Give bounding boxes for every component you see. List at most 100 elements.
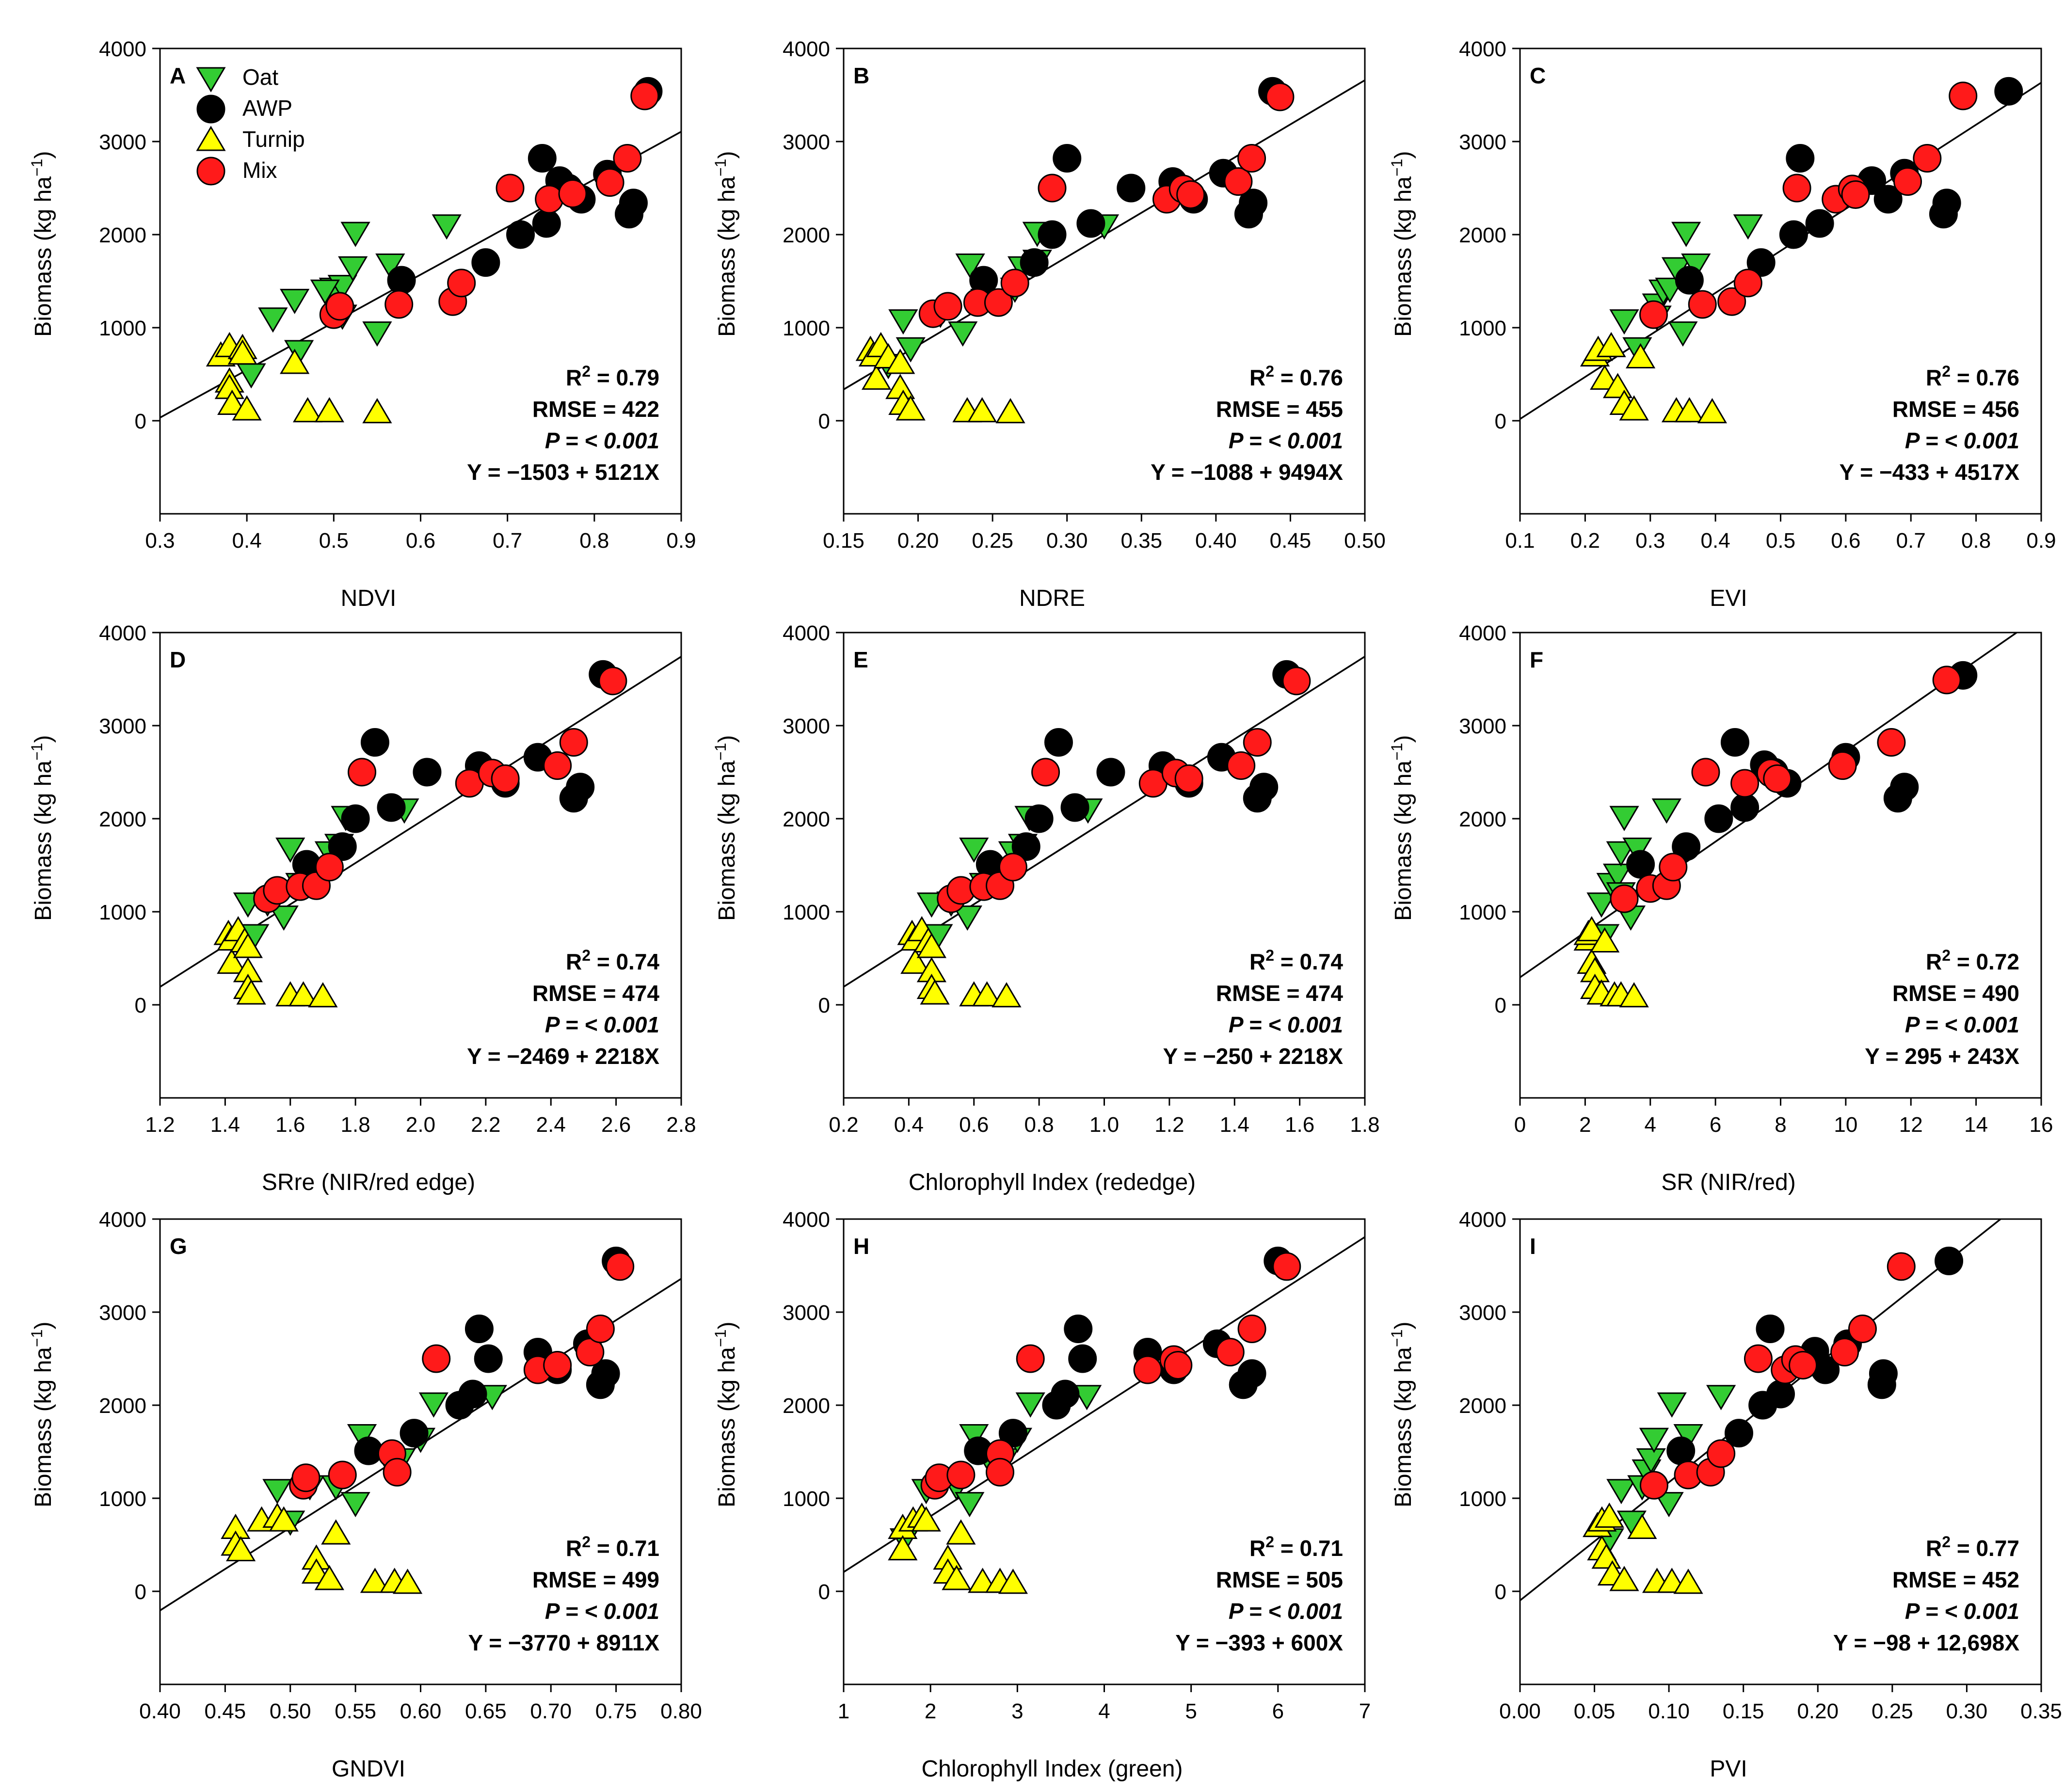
data-point-awp (1666, 1436, 1696, 1465)
data-point-mix (543, 751, 572, 780)
data-point-turnip (1697, 398, 1728, 424)
x-tick-label: 1.2 (145, 1113, 175, 1137)
data-point-oat (275, 837, 305, 863)
data-point-mix (1224, 167, 1253, 196)
x-tick-label: 0.9 (666, 529, 696, 553)
data-point-awp (1068, 1344, 1097, 1373)
data-point-oat (1673, 1424, 1703, 1449)
data-point-mix (984, 288, 1013, 317)
stat-p-value: P = < 0.001 (1229, 428, 1343, 453)
x-tick-label: 14 (1964, 1113, 1988, 1137)
data-point-mix (1733, 269, 1762, 298)
y-axis-label-close: ) (1391, 735, 1416, 743)
data-point-mix (1717, 287, 1746, 316)
y-tick-label: 4000 (99, 37, 146, 61)
stat-rmse: RMSE = 456 (1892, 396, 2019, 422)
x-tick-label: 4 (1645, 1113, 1656, 1137)
data-point-mix (1707, 1439, 1736, 1468)
x-tick-label: 0.5 (319, 529, 349, 553)
data-point-oat (955, 253, 985, 279)
data-point-awp (377, 793, 406, 822)
y-tick-label: 0 (1495, 994, 1506, 1017)
data-point-turnip (314, 397, 344, 423)
x-tick-label: 10 (1834, 1113, 1857, 1137)
x-tick-label: 0.65 (465, 1699, 507, 1723)
data-point-awp (1096, 758, 1125, 787)
stat-r2-sup: 2 (1942, 947, 1951, 964)
data-point-oat (1706, 1385, 1736, 1411)
data-point-awp (1935, 1246, 1964, 1275)
data-point-turnip (972, 981, 1002, 1007)
data-point-turnip (217, 389, 247, 415)
data-point-turnip (1609, 1566, 1639, 1591)
data-point-oat (959, 837, 989, 863)
data-point-turnip (232, 395, 262, 421)
x-tick-label: 0.8 (1024, 1113, 1054, 1137)
data-point-oat (362, 321, 392, 347)
x-axis-label: EVI (1710, 586, 1747, 611)
data-point-turnip (896, 395, 926, 421)
data-point-awp (591, 1359, 620, 1388)
data-point-oat (1015, 1392, 1045, 1418)
data-point-turnip (1619, 395, 1649, 421)
data-point-turnip (885, 349, 915, 374)
stat-rmse: RMSE = 505 (1216, 1567, 1343, 1592)
y-tick-label: 2000 (99, 808, 146, 831)
data-point-oat (1606, 1479, 1636, 1505)
data-point-awp (328, 832, 357, 861)
legend: Oat AWP Turnip Mix (196, 64, 305, 186)
data-point-awp (1053, 144, 1082, 173)
y-axis-label-sup: −1 (1388, 1330, 1406, 1347)
y-tick-label: 1000 (783, 901, 830, 924)
data-point-awp (1725, 1419, 1753, 1448)
data-point-mix (558, 179, 587, 208)
stat-r2: R2 = 0.79 (566, 363, 659, 390)
data-point-oat (959, 1424, 989, 1449)
data-point-awp (1249, 773, 1279, 802)
y-tick-label: 4000 (99, 1208, 146, 1232)
y-tick-label: 3000 (99, 714, 146, 738)
stat-r2: R2 = 0.71 (1249, 1533, 1343, 1561)
data-point-awp (1076, 209, 1105, 238)
data-point-mix (315, 853, 344, 882)
data-point-awp (998, 1419, 1027, 1448)
data-point-mix (447, 269, 476, 298)
data-point-oat (269, 905, 299, 931)
data-point-turnip (1627, 1513, 1657, 1539)
x-tick-label: 0.20 (1797, 1699, 1839, 1723)
data-point-turnip (269, 1506, 299, 1532)
data-point-mix (1789, 1350, 1818, 1380)
stat-equation: Y = −98 + 12,698X (1833, 1630, 2019, 1655)
data-point-mix (595, 168, 624, 197)
data-point-oat (1586, 892, 1616, 918)
y-axis-label: Biomass (kg ha−1) (28, 1322, 56, 1507)
series-mix (918, 82, 1295, 328)
data-point-awp (400, 1419, 429, 1448)
data-point-awp (1237, 1359, 1266, 1388)
x-axis-label: SRre (NIR/red edge) (262, 1170, 475, 1195)
data-point-awp (1994, 77, 2023, 106)
data-point-mix (1932, 666, 1961, 695)
data-point-turnip (888, 1535, 918, 1561)
panel-h: 1 2 3 4 5 6 7 0 1000 2000 3000 4000 Chlorophyll Inde… (712, 1208, 1371, 1782)
data-point-mix (384, 290, 414, 319)
data-point-oat (1639, 1427, 1669, 1453)
y-axis-label-text: Biomass (kg ha (1391, 176, 1416, 337)
y-axis-label: Biomass (kg ha−1) (712, 151, 740, 337)
y-axis-label-close: ) (1391, 151, 1416, 159)
series-mix (937, 666, 1311, 913)
stat-r2-symbol: R (1926, 1536, 1942, 1561)
data-point-awp (506, 220, 535, 249)
data-point-mix (491, 764, 520, 793)
data-point-mix (1841, 180, 1870, 209)
series-turnip (206, 332, 392, 424)
y-tick-label: 0 (818, 410, 830, 433)
panel-e: 0.2 0.4 0.6 0.8 1.0 1.2 1.4 1.6 1.8 0 1000 2000 3000… (712, 621, 1380, 1195)
stat-r2-symbol: R (1249, 949, 1265, 974)
stat-rmse: RMSE = 474 (1216, 981, 1343, 1006)
data-point-awp (1786, 144, 1815, 173)
y-tick-label: 4000 (783, 621, 830, 645)
plot-frame (843, 48, 1366, 515)
y-tick-label: 0 (135, 994, 146, 1017)
